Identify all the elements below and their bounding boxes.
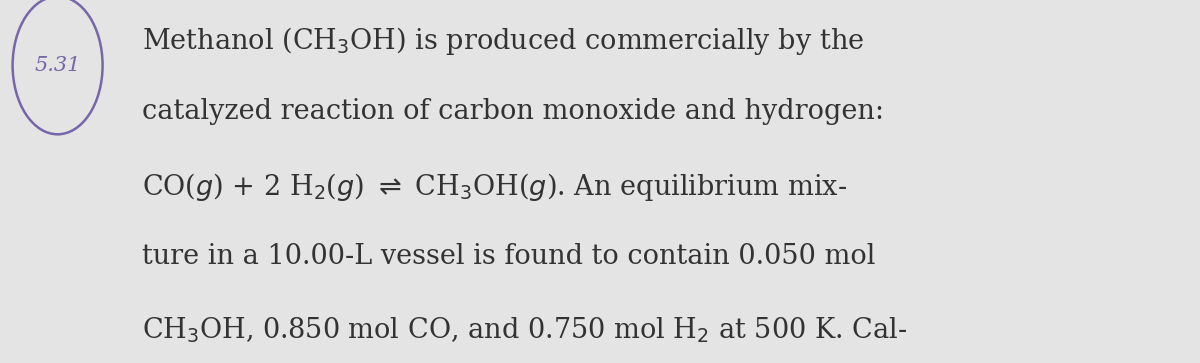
Text: Methanol (CH$_3$OH) is produced commercially by the: Methanol (CH$_3$OH) is produced commerci…: [142, 25, 864, 57]
Text: ture in a 10.00-L vessel is found to contain 0.050 mol: ture in a 10.00-L vessel is found to con…: [142, 243, 875, 270]
Text: CO($g$) + 2 H$_2$($g$) $\rightleftharpoons$ CH$_3$OH($g$). An equilibrium mix-: CO($g$) + 2 H$_2$($g$) $\rightleftharpoo…: [142, 171, 847, 203]
Text: 5.31: 5.31: [35, 56, 80, 75]
Text: CH$_3$OH, 0.850 mol CO, and 0.750 mol H$_2$ at 500 K. Cal-: CH$_3$OH, 0.850 mol CO, and 0.750 mol H$…: [142, 316, 907, 345]
Text: catalyzed reaction of carbon monoxide and hydrogen:: catalyzed reaction of carbon monoxide an…: [142, 98, 883, 125]
